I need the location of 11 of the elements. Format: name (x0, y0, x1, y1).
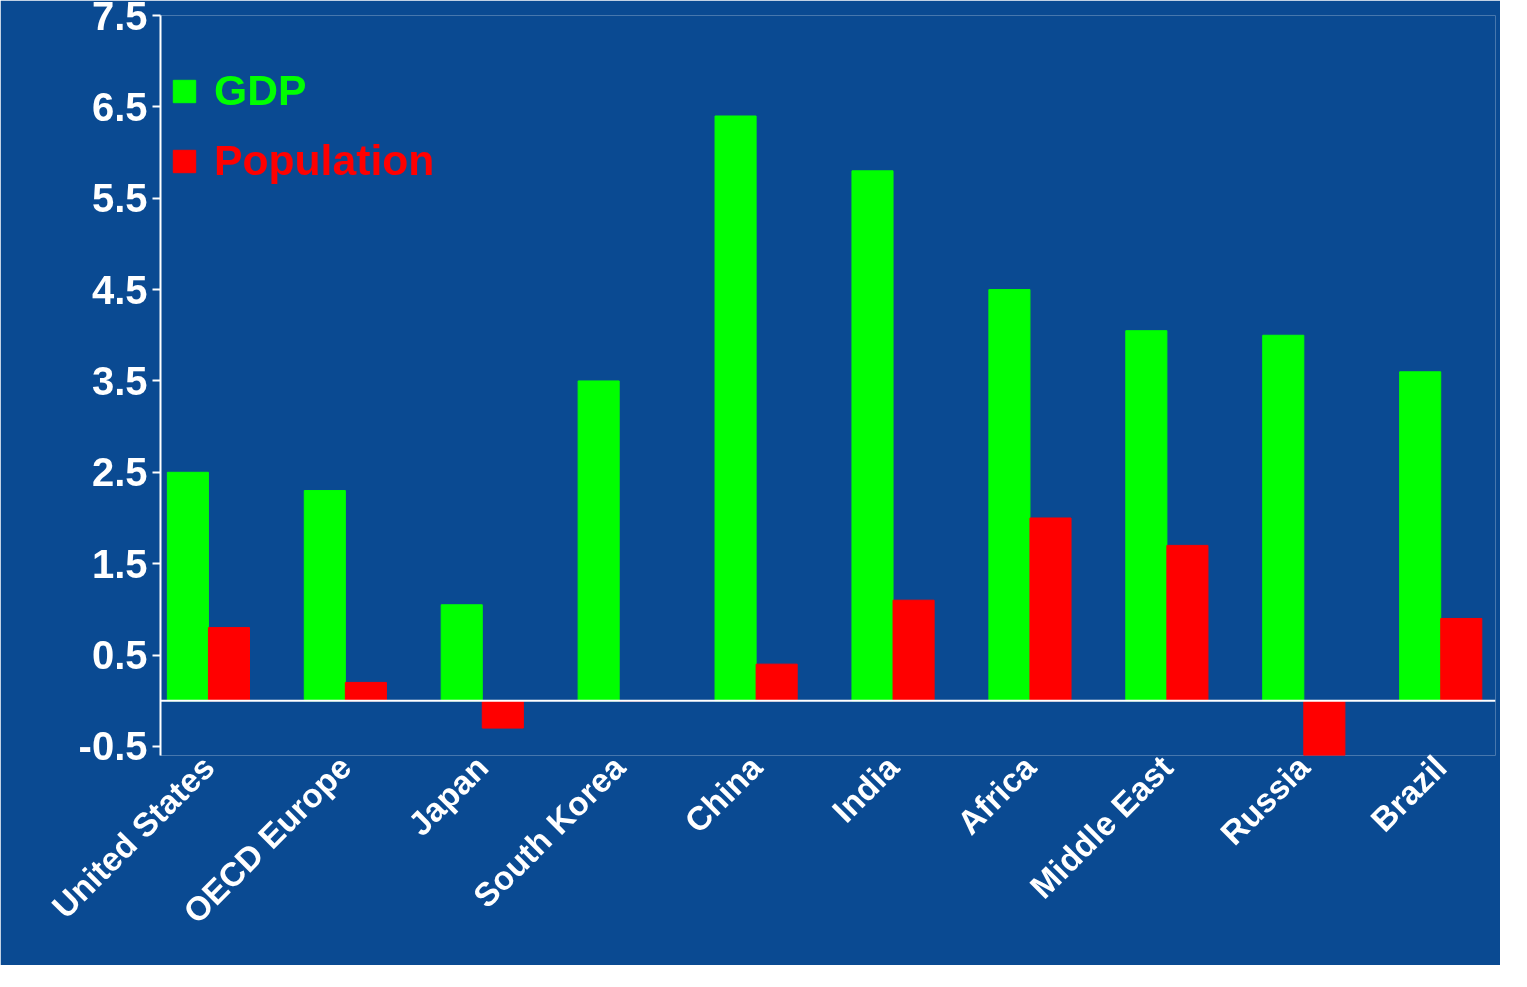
y-tick-label: 3.5 (91, 358, 148, 403)
y-tick-label: 0.5 (91, 633, 148, 678)
y-tick-label: 6.5 (91, 84, 148, 129)
y-tick-label: 2.5 (91, 450, 148, 495)
y-tick-label: 5.5 (91, 176, 148, 221)
legend-label: Population (214, 136, 435, 185)
legend-label: GDP (214, 66, 307, 115)
y-tick-label: 4.5 (91, 267, 148, 312)
y-tick-label: 7.5 (91, 0, 148, 38)
y-tick-label: -0.5 (78, 724, 148, 769)
y-tick-label: 1.5 (91, 541, 148, 586)
